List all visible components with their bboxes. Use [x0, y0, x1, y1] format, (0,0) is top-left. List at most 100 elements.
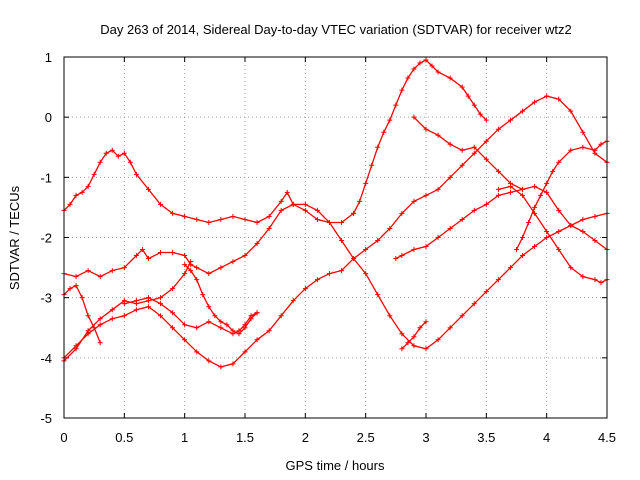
- data-point: [182, 262, 188, 268]
- data-point: [85, 313, 91, 319]
- data-point: [471, 150, 477, 156]
- y-tick-label: 0: [45, 110, 52, 125]
- data-point: [435, 186, 441, 192]
- data-point: [520, 108, 526, 114]
- data-point: [483, 117, 489, 123]
- data-point: [145, 304, 151, 310]
- data-point: [339, 268, 345, 274]
- data-point: [194, 265, 200, 271]
- data-point: [532, 99, 538, 105]
- data-point: [145, 186, 151, 192]
- data-point: [411, 334, 417, 340]
- data-point: [133, 307, 139, 313]
- data-point: [326, 219, 332, 225]
- data-point: [580, 216, 586, 222]
- y-tick-label: 1: [45, 50, 52, 65]
- data-point: [314, 207, 320, 213]
- data-point: [507, 189, 513, 195]
- data-point: [290, 201, 296, 207]
- y-axis-ticks: -5 -4 -3 -2 -1 0 1: [40, 50, 607, 426]
- data-point: [532, 204, 538, 210]
- data-point: [514, 247, 519, 253]
- data-point: [103, 150, 109, 156]
- data-point: [459, 162, 465, 168]
- data-point: [109, 316, 115, 322]
- data-point: [363, 180, 369, 186]
- data-point: [254, 337, 260, 343]
- data-point: [387, 117, 393, 123]
- data-point: [218, 325, 224, 331]
- data-point: [194, 349, 200, 355]
- data-point: [580, 228, 586, 234]
- data-point: [544, 189, 550, 195]
- data-point: [133, 253, 139, 259]
- data-point: [580, 129, 586, 135]
- data-point: [121, 313, 127, 319]
- data-point: [85, 268, 91, 274]
- data-point: [326, 271, 332, 277]
- data-point: [278, 313, 284, 319]
- data-point: [73, 274, 79, 280]
- data-point: [483, 138, 489, 144]
- data-point: [544, 93, 550, 99]
- data-point: [411, 343, 417, 349]
- data-point: [357, 198, 363, 204]
- data-point: [568, 108, 574, 114]
- data-point: [495, 186, 501, 192]
- series-line-track-8: [124, 297, 258, 335]
- data-point: [109, 147, 115, 153]
- data-point: [109, 307, 115, 313]
- data-point: [471, 301, 477, 307]
- data-point: [170, 286, 176, 292]
- data-point: [242, 349, 248, 355]
- data-point: [568, 265, 574, 271]
- data-point: [399, 210, 405, 216]
- data-point: [254, 241, 260, 247]
- x-tick-label: 2.5: [357, 430, 375, 445]
- data-point: [218, 364, 224, 370]
- plot-frame: [63, 56, 608, 419]
- data-point: [85, 183, 91, 189]
- data-point: [73, 283, 79, 289]
- data-point: [236, 331, 242, 337]
- data-point: [97, 322, 103, 328]
- data-point: [592, 147, 598, 153]
- data-point: [417, 325, 423, 331]
- data-point: [339, 238, 345, 244]
- data-point: [206, 319, 212, 325]
- data-point: [67, 286, 73, 292]
- data-point: [447, 174, 453, 180]
- data-point: [447, 75, 453, 81]
- data-point: [188, 268, 194, 274]
- data-point: [568, 222, 574, 228]
- data-point: [121, 301, 127, 307]
- data-point: [254, 310, 260, 316]
- series-line-track-4: [63, 203, 608, 350]
- data-point: [405, 75, 411, 81]
- data-point: [471, 207, 477, 213]
- data-point: [483, 289, 489, 295]
- x-tick-label: 4.5: [598, 430, 616, 445]
- data-point: [423, 319, 429, 325]
- data-point: [314, 277, 320, 283]
- data-point: [598, 280, 604, 286]
- grid-lines: [64, 57, 607, 418]
- data-point: [471, 144, 477, 150]
- data-point: [369, 162, 375, 168]
- x-axis-label: GPS time / hours: [286, 458, 385, 473]
- data-point: [381, 129, 387, 135]
- data-point: [206, 358, 212, 364]
- data-point: [230, 259, 236, 265]
- data-point: [109, 268, 115, 274]
- data-point: [73, 343, 79, 349]
- data-point: [495, 126, 501, 132]
- data-point: [592, 277, 598, 283]
- data-point: [170, 210, 176, 216]
- data-point: [532, 183, 538, 189]
- data-point: [387, 313, 393, 319]
- data-point: [483, 201, 489, 207]
- y-tick-label: -1: [40, 170, 52, 185]
- data-point: [230, 328, 236, 334]
- data-point: [483, 156, 489, 162]
- data-point: [206, 219, 212, 225]
